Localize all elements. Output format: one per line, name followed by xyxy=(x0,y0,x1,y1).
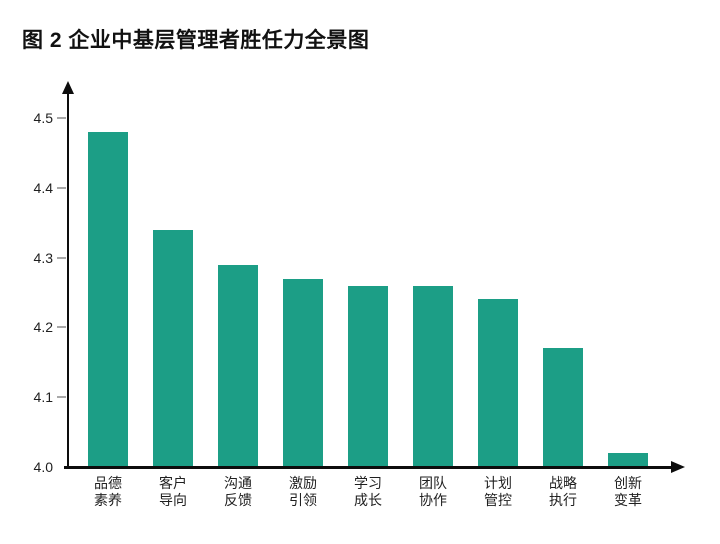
x-tick-label-学习成长: 学习 成长 xyxy=(336,475,400,509)
x-tick-label-line: 变革 xyxy=(614,492,642,508)
x-tick-label-团队协作: 团队 协作 xyxy=(401,475,465,509)
x-tick-label-line: 团队 xyxy=(419,475,447,491)
bar-团队协作 xyxy=(413,285,453,466)
x-tick-label-line: 成长 xyxy=(354,492,382,508)
x-tick-label-计划管控: 计划 管控 xyxy=(466,475,530,509)
y-tick-label: 4.4 xyxy=(33,179,53,196)
x-tick-label-line: 品德 xyxy=(94,475,122,491)
x-tick-label-品德素养: 品德 素养 xyxy=(76,475,140,509)
y-tick-label: 4.3 xyxy=(33,249,53,266)
x-tick-label-line: 客户 xyxy=(159,475,187,491)
chart-title: 图 2 企业中基层管理者胜任力全景图 xyxy=(22,29,370,52)
y-tick-label: 4.0 xyxy=(33,459,53,475)
bar-客户导向 xyxy=(153,229,193,466)
y-tick-mark xyxy=(57,256,66,259)
x-tick-label-客户导向: 客户 导向 xyxy=(141,475,205,509)
bar-沟通反馈 xyxy=(218,264,258,466)
x-tick-label-line: 反馈 xyxy=(224,492,252,508)
x-tick-label-line: 协作 xyxy=(419,492,447,508)
x-tick-label-line: 学习 xyxy=(354,475,382,491)
y-tick-mark xyxy=(57,396,66,399)
x-tick-label-line: 战略 xyxy=(549,475,577,491)
x-tick-label-line: 沟通 xyxy=(224,475,252,491)
bar-战略执行 xyxy=(543,348,583,466)
x-tick-label-line: 执行 xyxy=(549,492,577,508)
x-tick-label-line: 素养 xyxy=(94,492,122,508)
x-tick-label-line: 激励 xyxy=(289,475,317,491)
x-tick-label-line: 创新 xyxy=(614,475,642,491)
y-tick-label: 4.2 xyxy=(33,319,53,336)
x-tick-label-line: 计划 xyxy=(484,475,512,491)
x-tick-label-line: 导向 xyxy=(159,492,187,508)
y-tick-mark xyxy=(57,186,66,189)
y-tick-mark xyxy=(57,117,66,119)
bar-创新变革 xyxy=(608,453,648,466)
x-axis-line xyxy=(64,466,671,469)
bar-品德素养 xyxy=(88,131,128,466)
x-axis-right-arrow-icon xyxy=(671,461,685,473)
x-tick-label-战略执行: 战略 执行 xyxy=(531,475,595,509)
x-tick-label-创新变革: 创新 变革 xyxy=(596,475,660,509)
bar-学习成长 xyxy=(348,285,388,466)
x-tick-label-line: 管控 xyxy=(484,492,512,508)
bar-计划管控 xyxy=(478,299,518,466)
y-axis-up-arrow-icon xyxy=(62,81,74,94)
y-tick-label: 4.5 xyxy=(33,110,53,126)
y-tick-label: 4.1 xyxy=(33,389,53,406)
y-tick-mark xyxy=(57,326,66,329)
bar-激励引领 xyxy=(283,278,323,466)
x-tick-label-沟通反馈: 沟通 反馈 xyxy=(206,475,270,509)
x-tick-label-激励引领: 激励 引领 xyxy=(271,475,335,509)
y-axis-line xyxy=(67,92,69,469)
x-tick-label-line: 引领 xyxy=(289,492,317,508)
